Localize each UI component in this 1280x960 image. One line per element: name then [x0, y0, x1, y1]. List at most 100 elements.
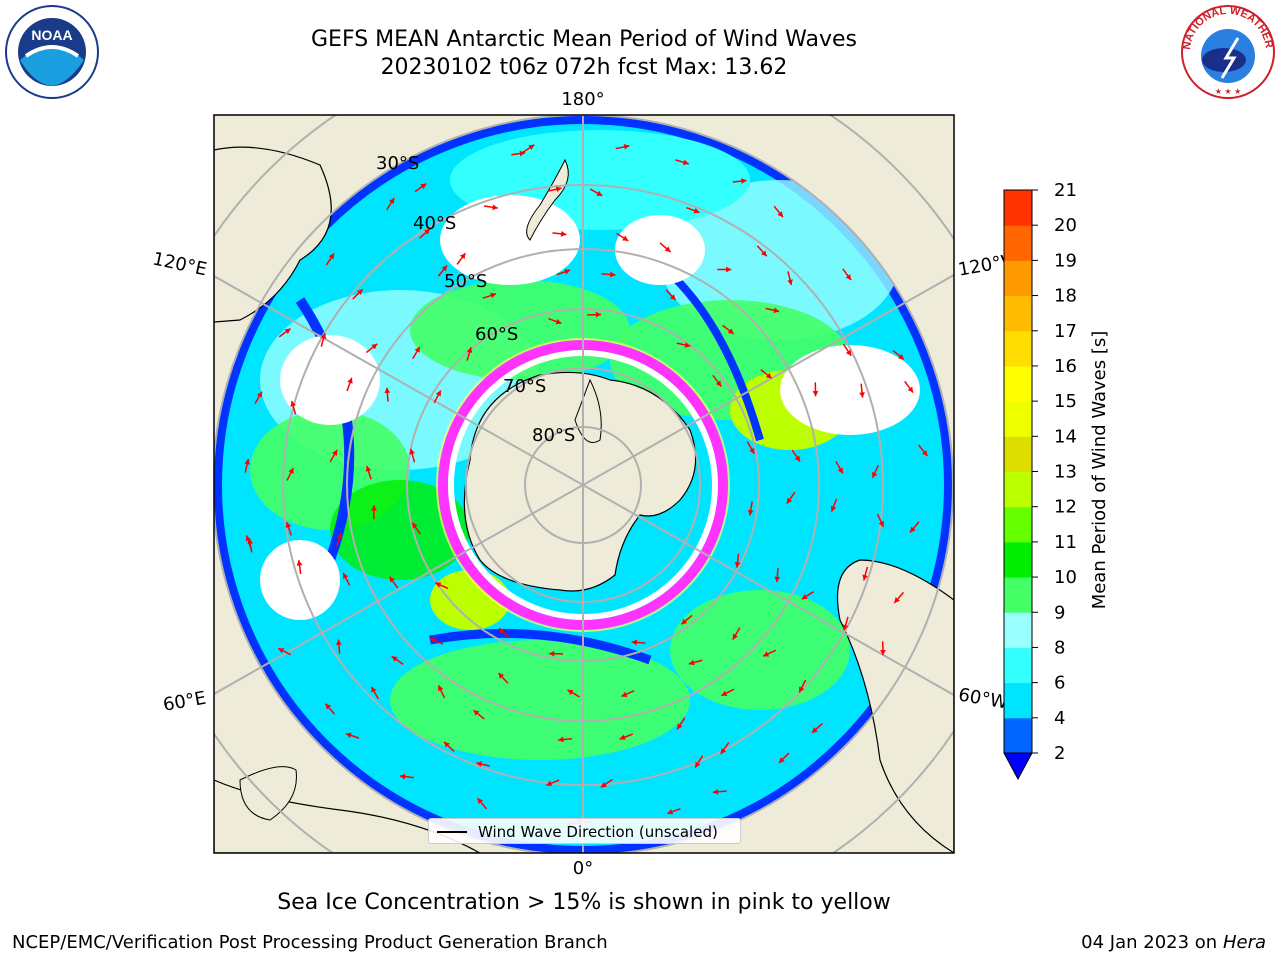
wave-direction-arrowhead	[664, 246, 671, 253]
wave-direction-arrowhead	[688, 659, 695, 666]
wave-direction-arrowhead	[435, 390, 441, 397]
colorbar-tick-label: 18	[1054, 286, 1077, 307]
wave-direction-arrowhead	[555, 318, 562, 325]
wave-direction-arrowhead	[288, 467, 294, 474]
wave-direction-arrowhead	[399, 773, 406, 780]
wave-direction-arrowhead	[621, 691, 628, 697]
wave-direction-arrowhead	[878, 520, 884, 527]
wave-direction-arrowhead	[894, 597, 900, 603]
wave-direction-arrowhead	[389, 197, 395, 204]
colorbar-segment	[1004, 506, 1032, 543]
colorbar-segment	[1004, 436, 1032, 472]
wave-direction-arrowhead	[409, 448, 415, 455]
wave-direction-arrowhead	[596, 190, 603, 196]
wave-direction-arrowhead	[600, 782, 607, 788]
wave-direction-arrowhead	[872, 471, 878, 478]
wave-direction-arrowhead	[677, 723, 683, 730]
wave-direction-arrowhead	[842, 624, 849, 631]
colorbar-tick-label: 6	[1054, 673, 1065, 694]
wave-direction-arrowhead	[564, 269, 571, 275]
lon-label-180: 180°	[561, 89, 604, 110]
wave-direction-arrowhead	[278, 648, 285, 654]
wave-direction-arrowhead	[777, 211, 783, 218]
map-legend: Wind Wave Direction (unscaled)	[428, 818, 741, 844]
colorbar-segment	[1004, 612, 1032, 648]
wave-direction-arrowhead	[365, 465, 372, 472]
wave-direction-arrowhead	[715, 380, 722, 387]
colorbar-tick-label: 2	[1054, 743, 1065, 764]
wave-direction-arrowhead	[256, 391, 263, 398]
wave-direction-arrowhead	[391, 656, 398, 662]
wave-direction-arrowhead	[558, 736, 564, 743]
wave-direction-arrowhead	[622, 235, 629, 241]
wave-direction-arrowhead	[631, 639, 638, 646]
colorbar-tick-label: 17	[1054, 321, 1077, 342]
wave-direction-arrowhead	[347, 377, 353, 384]
wave-direction-arrowhead	[466, 347, 473, 354]
colorbar-segment	[1004, 717, 1032, 754]
colorbar: 2 4 6 8 9 10 11 12 13 14 15 16 17 18 19 20 21	[1003, 180, 1077, 781]
wave-direction-arrowhead	[284, 328, 291, 335]
wave-direction-arrowhead	[910, 526, 916, 533]
wave-direction-arrowhead	[441, 265, 448, 272]
wave-direction-arrowhead	[546, 780, 553, 787]
wave-direction-arrowhead	[712, 788, 719, 795]
lon-label-60e: 60°E	[161, 688, 207, 716]
wave-direction-arrowhead	[720, 748, 727, 754]
wave-direction-arrowhead	[741, 178, 747, 184]
legend-line-sample	[437, 831, 467, 833]
wave-direction-arrowhead	[794, 455, 801, 462]
wave-direction-arrowhead	[244, 458, 250, 465]
lat-label-50s: 50°S	[444, 271, 487, 292]
wave-direction-arrowhead	[732, 633, 738, 640]
wave-direction-arrowhead	[492, 204, 498, 211]
credit-right: 04 Jan 2023 on Hera	[1081, 932, 1266, 953]
lat-label-40s: 40°S	[413, 213, 456, 234]
lat-label-70s: 70°S	[503, 376, 546, 397]
wave-direction-arrowhead	[549, 650, 555, 657]
wave-direction-arrowhead	[695, 761, 701, 768]
wave-direction-arrowhead	[371, 505, 377, 511]
wave-direction-arrowhead	[907, 386, 914, 393]
australia-land	[214, 146, 332, 323]
wave-direction-arrowhead	[811, 727, 818, 733]
latitude-labels: 30°S 40°S 50°S 60°S 70°S 80°S	[376, 153, 575, 446]
antarctica-land	[463, 371, 697, 592]
wave-direction-arrowhead	[921, 450, 928, 456]
wave-direction-arrowhead	[773, 307, 780, 314]
lon-label-60w: 60°W	[957, 684, 1010, 713]
wave-direction-arrowhead	[727, 328, 734, 334]
wave-direction-arrowhead	[345, 732, 352, 739]
wave-direction-arrowhead	[560, 230, 567, 237]
wave-direction-arrowhead	[623, 144, 630, 150]
colorbar-tick-label: 11	[1054, 532, 1077, 553]
wave-direction-arrowhead	[290, 400, 296, 407]
wave-direction-arrowhead	[476, 761, 482, 767]
wave-direction-arrowhead	[424, 228, 430, 235]
wave-direction-arrowhead	[477, 798, 484, 805]
wave-direction-arrowhead	[519, 150, 526, 157]
wave-direction-arrowhead	[619, 734, 626, 740]
wave-direction-arrowhead	[845, 274, 852, 281]
wave-direction-arrowhead	[898, 353, 904, 360]
wave-direction-arrowhead	[721, 690, 728, 696]
colorbar-tick-label: 20	[1054, 215, 1077, 236]
lon-label-120e: 120°E	[151, 248, 209, 280]
wave-direction-arrowhead	[801, 594, 808, 600]
map-frame	[213, 114, 955, 854]
colorbar-tick-label: 12	[1054, 497, 1077, 518]
wave-direction-arrowhead	[384, 387, 391, 394]
colorbar-segment	[1004, 295, 1032, 332]
lat-label-80s: 80°S	[532, 425, 575, 446]
colorbar-tick-label: 9	[1054, 602, 1065, 623]
wave-direction-arrowhead	[787, 279, 793, 286]
wave-direction-arrowhead	[332, 449, 338, 456]
svg-text:★ ★ ★: ★ ★ ★	[1215, 87, 1242, 96]
wave-direction-arrowhead	[763, 651, 770, 657]
wave-direction-arrowhead	[774, 576, 781, 583]
wave-direction-arrowhead	[285, 522, 292, 529]
wave-direction-arrowhead	[749, 447, 755, 454]
colorbar-segment	[1004, 225, 1032, 261]
wave-direction-arrowhead	[747, 509, 754, 516]
